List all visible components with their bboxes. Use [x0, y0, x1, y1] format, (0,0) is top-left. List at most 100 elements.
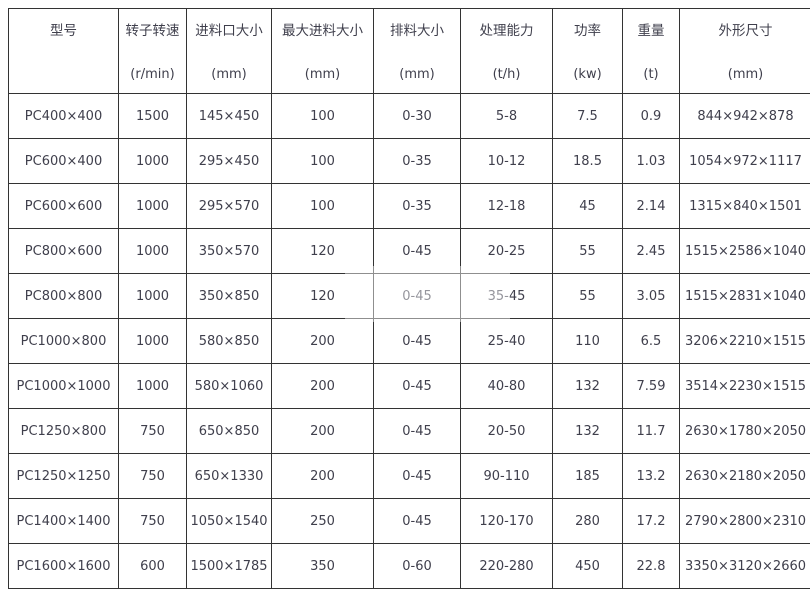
model-cell: PC1000×1000: [8, 363, 119, 409]
value-cell: 1515×2586×1040: [679, 228, 810, 274]
column-unit: (r/min): [130, 67, 175, 82]
model-cell: PC1250×800: [8, 408, 119, 454]
value-cell: 350: [271, 543, 374, 589]
value-cell: 1000: [118, 183, 187, 229]
value-cell: 12-18: [460, 183, 553, 229]
value-cell: 55: [552, 228, 623, 274]
value-cell: 1000: [118, 318, 187, 364]
value-cell: 6.5: [622, 318, 680, 364]
value-cell: 295×570: [186, 183, 272, 229]
value-cell: 120: [271, 228, 374, 274]
value-cell: 3514×2230×1515: [679, 363, 810, 409]
column-label: 转子转速: [125, 23, 180, 39]
crusher-spec-table: 型号 转子转速 (r/min) 进料口大小 (mm) 最大进料大小 (mm) 排料大小 (mm)…: [8, 8, 810, 589]
value-cell: 55: [552, 273, 623, 319]
column-label: 处理能力: [479, 23, 534, 39]
value-cell: 132: [552, 363, 623, 409]
column-header: 外形尺寸 (mm): [679, 8, 810, 94]
value-cell: 3206×2210×1515: [679, 318, 810, 364]
value-cell: 200: [271, 408, 374, 454]
value-cell: 844×942×878: [679, 93, 810, 139]
value-cell: 40-80: [460, 363, 553, 409]
table-row: PC1250×1250 750 650×1330 200 0-45 90-110 185 13…: [8, 453, 810, 499]
value-cell: 2.14: [622, 183, 680, 229]
value-cell: 45: [552, 183, 623, 229]
value-cell: 100: [271, 183, 374, 229]
column-label: 排料大小: [390, 23, 444, 39]
table-row: PC800×800 1000 350×850 120 0-45 35-45 55 3.05 15…: [8, 273, 810, 319]
table-row: PC1250×800 750 650×850 200 0-45 20-50 132 11.7 2…: [8, 408, 810, 454]
value-cell: 280: [552, 498, 623, 544]
value-cell: 200: [271, 363, 374, 409]
model-cell: PC1600×1600: [8, 543, 119, 589]
value-cell: 7.5: [552, 93, 623, 139]
column-label: 外形尺寸: [718, 23, 773, 39]
column-header: 处理能力 (t/h): [460, 8, 553, 94]
column-unit: (mm): [727, 67, 764, 82]
column-label: 功率: [574, 23, 601, 39]
value-cell: 350×850: [186, 273, 272, 319]
value-cell: 1500: [118, 93, 187, 139]
model-cell: PC400×400: [8, 93, 119, 139]
column-unit: (t): [643, 67, 659, 82]
model-cell: PC600×600: [8, 183, 119, 229]
value-cell: 0.9: [622, 93, 680, 139]
column-label: 型号: [50, 23, 77, 39]
header-row: 型号 转子转速 (r/min) 进料口大小 (mm) 最大进料大小 (mm) 排料大小 (mm)…: [8, 8, 810, 94]
value-cell: 250: [271, 498, 374, 544]
table-row: PC1000×1000 1000 580×1060 200 0-45 40-80 132 7.…: [8, 363, 810, 409]
model-cell: PC800×600: [8, 228, 119, 274]
value-cell: 750: [118, 408, 187, 454]
value-cell: 0-60: [373, 543, 461, 589]
table-row: PC600×400 1000 295×450 100 0-35 10-12 18.5 1.03…: [8, 138, 810, 184]
table-row: PC600×600 1000 295×570 100 0-35 12-18 45 2.14 13…: [8, 183, 810, 229]
value-cell: 350×570: [186, 228, 272, 274]
value-cell: 145×450: [186, 93, 272, 139]
value-cell: 1000: [118, 228, 187, 274]
column-unit: (kw): [573, 67, 602, 82]
value-cell: 132: [552, 408, 623, 454]
table-row: PC800×600 1000 350×570 120 0-45 20-25 55 2.45 15…: [8, 228, 810, 274]
value-cell: 650×850: [186, 408, 272, 454]
value-cell: 35-45: [460, 273, 553, 319]
value-cell: 200: [271, 318, 374, 364]
value-cell: 22.8: [622, 543, 680, 589]
value-cell: 0-45: [373, 363, 461, 409]
value-cell: 0-45: [373, 498, 461, 544]
value-cell: 0-45: [373, 273, 461, 319]
value-cell: 0-45: [373, 228, 461, 274]
value-cell: 13.2: [622, 453, 680, 499]
value-cell: 1054×972×1117: [679, 138, 810, 184]
value-cell: 90-110: [460, 453, 553, 499]
value-cell: 3350×3120×2660: [679, 543, 810, 589]
model-cell: PC1000×800: [8, 318, 119, 364]
table-body: PC400×400 1500 145×450 100 0-30 5-8 7.5 0.9 844×…: [8, 93, 810, 589]
value-cell: 600: [118, 543, 187, 589]
value-cell: 20-25: [460, 228, 553, 274]
value-cell: 1000: [118, 273, 187, 319]
model-cell: PC1250×1250: [8, 453, 119, 499]
value-cell: 450: [552, 543, 623, 589]
value-cell: 185: [552, 453, 623, 499]
value-cell: 11.7: [622, 408, 680, 454]
value-cell: 750: [118, 453, 187, 499]
value-cell: 7.59: [622, 363, 680, 409]
value-cell: 2630×1780×2050: [679, 408, 810, 454]
value-cell: 1000: [118, 363, 187, 409]
column-unit: (mm): [399, 67, 435, 82]
column-header: 型号: [8, 8, 119, 94]
model-cell: PC1400×1400: [8, 498, 119, 544]
value-cell: 120: [271, 273, 374, 319]
value-cell: 580×850: [186, 318, 272, 364]
column-unit: (mm): [211, 67, 247, 82]
value-cell: 0-45: [373, 453, 461, 499]
value-cell: 1.03: [622, 138, 680, 184]
value-cell: 1050×1540: [186, 498, 272, 544]
column-label: 最大进料大小: [282, 23, 363, 39]
value-cell: 18.5: [552, 138, 623, 184]
value-cell: 25-40: [460, 318, 553, 364]
value-cell: 110: [552, 318, 623, 364]
value-cell: 1315×840×1501: [679, 183, 810, 229]
value-cell: 0-45: [373, 318, 461, 364]
